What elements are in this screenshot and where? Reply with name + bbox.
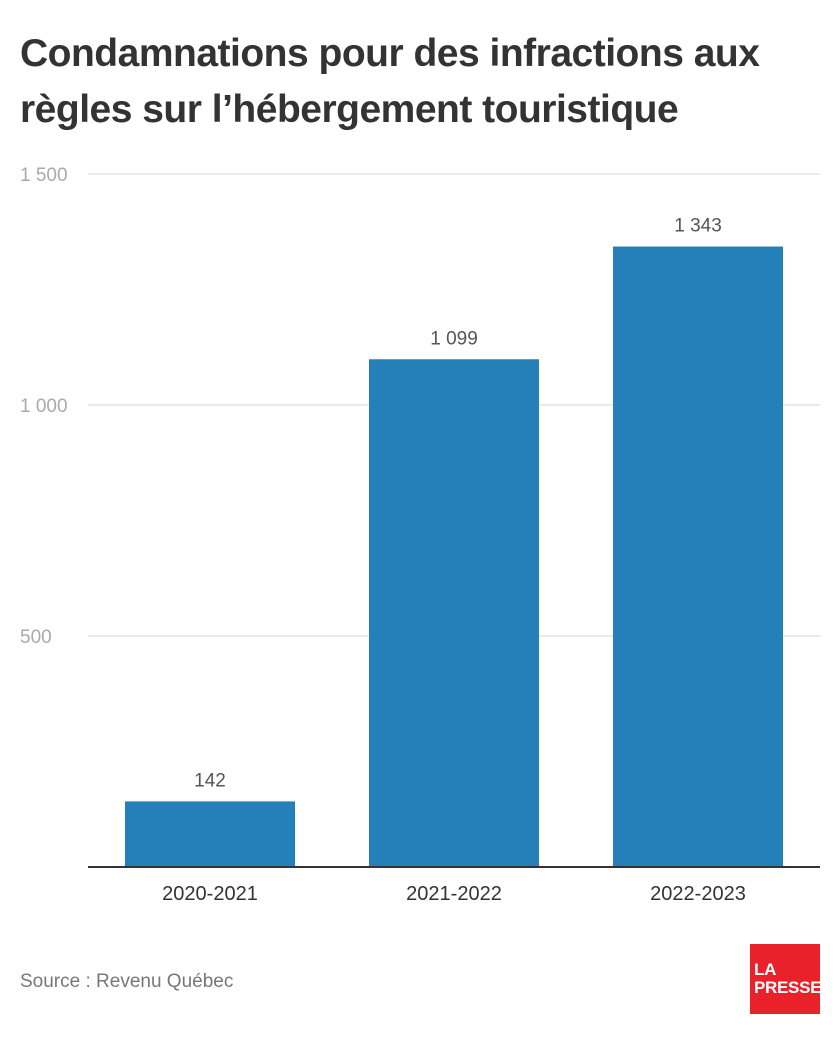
la-presse-logo: LA PRESSE: [750, 944, 822, 1014]
data-label: 1 343: [674, 216, 722, 237]
bar: [369, 359, 539, 867]
x-tick-label: 2020-2021: [162, 883, 258, 905]
x-tick-label: 2022-2023: [650, 883, 746, 905]
y-tick-label: 500: [20, 627, 52, 648]
bar: [613, 246, 783, 867]
chart-title: Condamnations pour des infractions aux r…: [20, 32, 760, 131]
logo-line-2: PRESSE: [754, 978, 822, 997]
y-tick-label: 1 500: [20, 165, 68, 186]
logo-line-1: LA: [754, 960, 777, 979]
bar: [125, 801, 295, 867]
source-note: Source : Revenu Québec: [20, 971, 234, 992]
x-tick-label: 2021-2022: [406, 883, 502, 905]
y-tick-label: 1 000: [20, 396, 68, 417]
data-label: 1 099: [430, 328, 478, 349]
data-label: 142: [194, 770, 226, 791]
